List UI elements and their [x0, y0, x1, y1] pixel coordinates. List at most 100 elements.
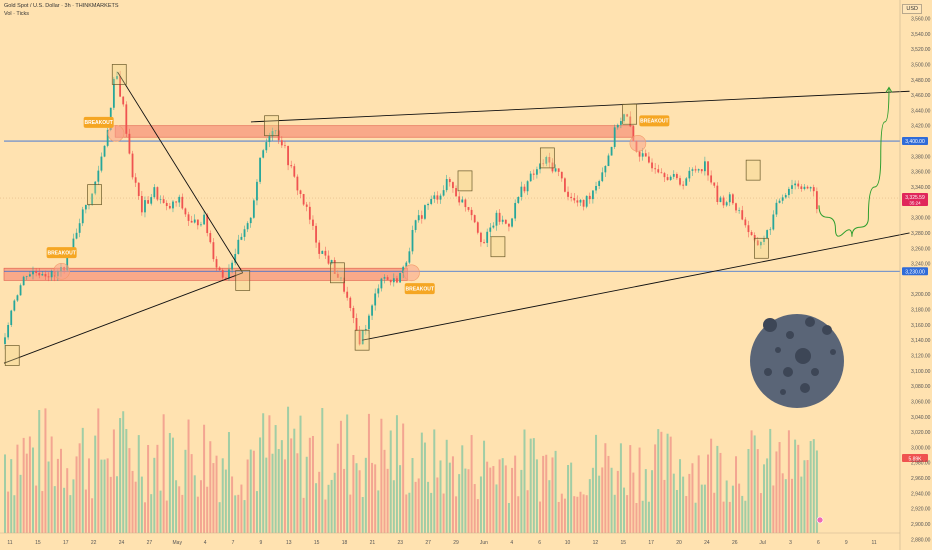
volume-bar	[112, 429, 115, 533]
candle-body	[607, 155, 610, 167]
currency-label[interactable]: USD	[902, 4, 922, 14]
price-tick-label: 3,460.00	[911, 93, 931, 99]
candle-body	[514, 202, 517, 219]
volume-bar	[436, 477, 439, 533]
candle-body	[542, 163, 545, 165]
candle-body	[651, 162, 653, 169]
candle-body	[420, 215, 423, 219]
volume-bar	[809, 441, 812, 533]
candle-body	[663, 173, 666, 178]
volume-bar	[47, 461, 50, 533]
volume-bar	[283, 459, 286, 533]
candle-body	[336, 273, 339, 278]
volume-bar	[638, 447, 641, 533]
volume-bar	[439, 460, 442, 533]
candle-body	[131, 153, 134, 178]
volume-bar	[402, 423, 405, 533]
moon-crater	[830, 349, 836, 355]
candle-body	[290, 165, 293, 167]
candle-body	[408, 251, 411, 263]
candle-body	[716, 185, 719, 203]
volume-bar	[747, 448, 750, 533]
candle-body	[445, 179, 448, 191]
candle-body	[511, 218, 513, 227]
candle-body	[781, 197, 784, 201]
candle-body	[184, 208, 187, 215]
forecast-arrowhead	[885, 86, 893, 93]
candle-body	[125, 104, 128, 134]
volume-bar	[321, 408, 324, 533]
highlight-box	[622, 103, 638, 125]
highlight-box	[539, 147, 555, 169]
highlight-box	[111, 64, 127, 85]
candle-body	[486, 231, 489, 243]
volume-bar	[212, 463, 215, 533]
level-3230-label: 3,230.00	[905, 269, 925, 275]
volume-bar	[69, 495, 72, 533]
volume-bar	[193, 475, 196, 533]
volume-bar	[10, 459, 13, 533]
volume-bar	[672, 473, 675, 533]
trendlines-layer	[3, 71, 910, 364]
candle-body	[523, 186, 526, 192]
time-tick-label: 17	[648, 540, 654, 546]
candle-body	[585, 195, 588, 207]
volume-bar	[140, 476, 143, 533]
moon-icon	[750, 314, 844, 408]
lower-support-line	[362, 232, 910, 341]
candle-body	[47, 276, 50, 278]
candle-body	[190, 220, 193, 223]
breakout-circle	[629, 135, 647, 152]
volume-bar	[308, 437, 311, 533]
candle-body	[520, 186, 523, 197]
candle-body	[153, 187, 156, 198]
volume-bar	[367, 413, 370, 533]
volume-bar	[315, 483, 318, 533]
volume-bar	[567, 465, 570, 533]
candle-body	[710, 175, 713, 183]
volume-bar	[262, 413, 265, 533]
candle-body	[268, 136, 271, 143]
early-support-line	[3, 272, 243, 364]
volume-bar	[224, 469, 227, 533]
highlight-box	[264, 115, 279, 137]
volume-bar	[492, 466, 495, 533]
candle-body	[738, 210, 741, 211]
volume-bar	[588, 479, 591, 533]
volume-bar	[582, 494, 585, 533]
volume-bar	[598, 475, 601, 533]
price-tick-label: 3,500.00	[911, 62, 931, 68]
volume-bar	[199, 480, 202, 533]
time-tick-label: Jun	[480, 540, 488, 546]
candle-body	[657, 169, 660, 173]
time-tick-label: 17	[63, 540, 69, 546]
volume-bar	[607, 455, 610, 533]
candle-body	[374, 293, 377, 306]
candle-body	[448, 179, 451, 183]
candle-body	[265, 142, 268, 151]
resistance-zone	[114, 125, 635, 138]
volume-bar	[265, 457, 268, 533]
highlight-box	[354, 329, 370, 351]
candle-body	[582, 199, 585, 207]
volume-bar	[430, 492, 433, 533]
highlight-box	[330, 262, 345, 284]
candle-body	[704, 161, 706, 172]
time-tick-label: 9	[259, 540, 262, 546]
volume-bar	[613, 494, 616, 533]
volume-bar	[507, 502, 510, 533]
volume-bar	[209, 441, 212, 533]
candle-body	[280, 140, 283, 146]
price-tick-label: 2,920.00	[911, 507, 931, 513]
candle-body	[355, 318, 358, 331]
time-tick-label: 11	[7, 540, 12, 546]
volume-bar	[349, 494, 352, 533]
candle-body	[427, 203, 429, 206]
volume-bar	[501, 458, 504, 533]
volume-bar	[153, 457, 156, 533]
candle-body	[557, 168, 560, 172]
candle-body	[753, 235, 756, 241]
candle-body	[380, 278, 383, 289]
